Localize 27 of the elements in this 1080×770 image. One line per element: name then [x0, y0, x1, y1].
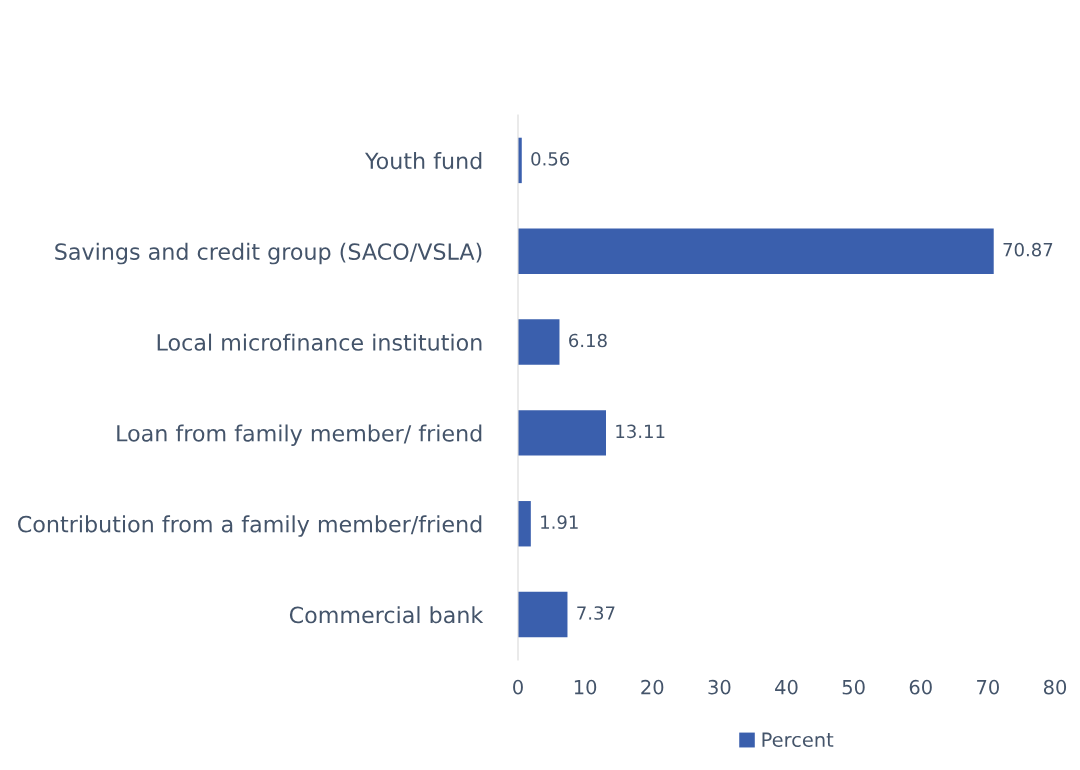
legend-label: Percent: [762, 732, 834, 748]
x-tick-label: 20: [641, 679, 664, 695]
data-label: 6.18: [569, 333, 607, 348]
y-tick-label: Local microfinance institution: [157, 333, 482, 351]
bar: [518, 228, 994, 274]
data-label: 13.11: [616, 424, 665, 439]
x-tick-label: 60: [909, 679, 932, 695]
bar: [518, 319, 560, 365]
data-label: 1.91: [541, 515, 578, 529]
y-tick-label: Loan from family member/ friend: [117, 424, 482, 446]
bar: [518, 591, 568, 638]
x-tick-label: 10: [574, 679, 597, 695]
data-label: 7.37: [577, 606, 615, 620]
x-tick-label: 40: [775, 679, 798, 695]
x-tick-label: 50: [842, 679, 865, 695]
x-tick-label: 30: [708, 679, 731, 695]
x-tick-label: 80: [1043, 679, 1067, 695]
bar: [518, 410, 606, 456]
y-tick-label: Savings and credit group (SACO/VSLA): [55, 242, 482, 265]
x-tick-label: 0: [513, 679, 523, 695]
y-tick-label: Contribution from a family member/friend: [18, 515, 482, 537]
y-tick-label: Youth fund: [364, 151, 482, 170]
data-label: 0.56: [531, 152, 570, 166]
data-label: 70.87: [1003, 242, 1053, 257]
x-tick-label: 70: [977, 679, 999, 695]
bar: [518, 501, 531, 547]
y-tick-label: Commercial bank: [289, 606, 484, 624]
